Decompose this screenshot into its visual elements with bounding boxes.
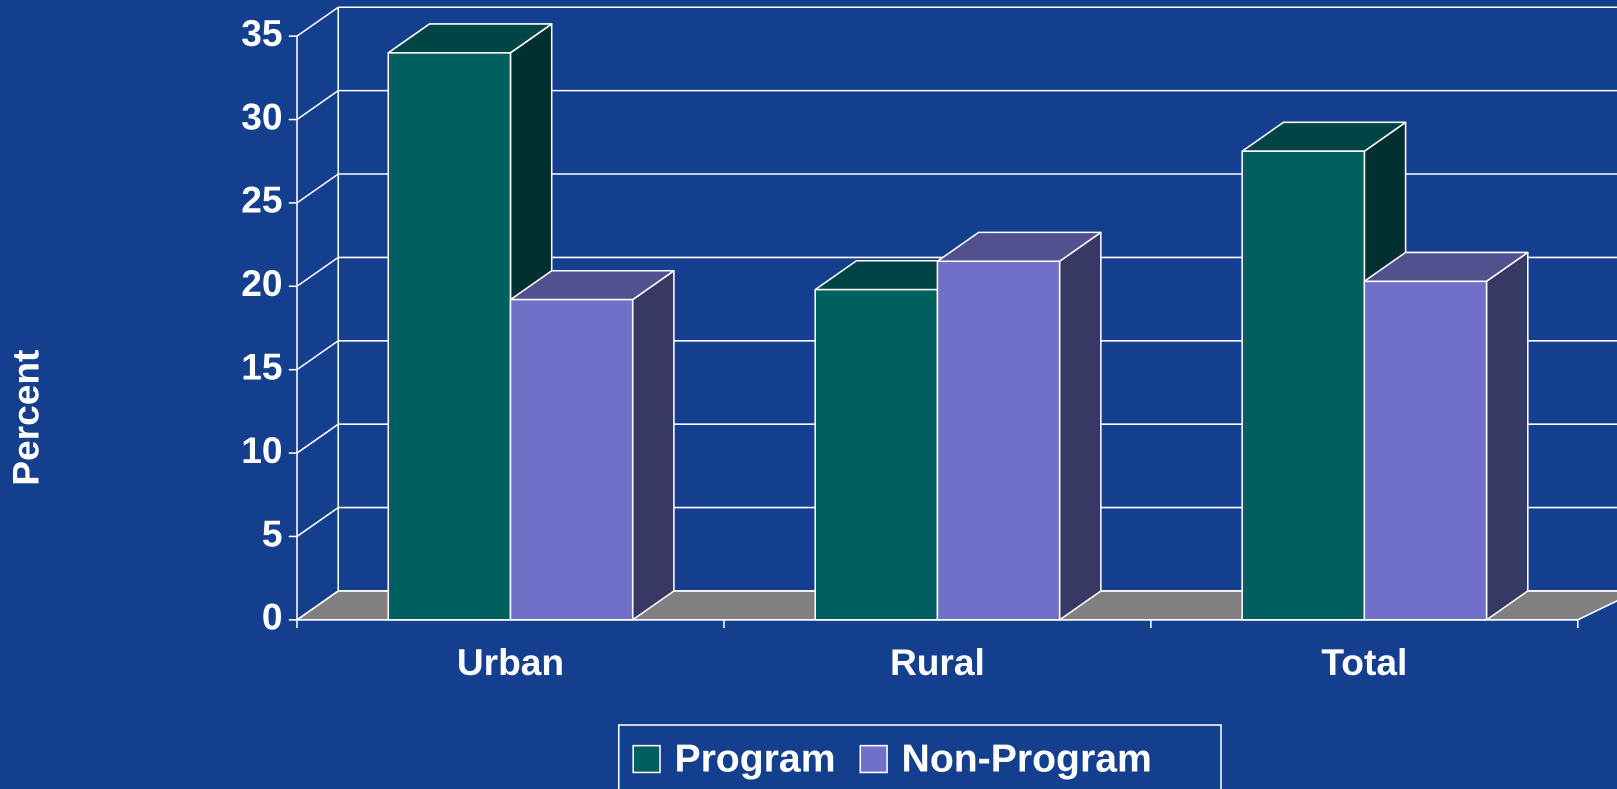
bar <box>509 269 675 621</box>
grid-line <box>296 506 339 538</box>
bar-front <box>1363 280 1488 621</box>
grid-line <box>296 6 339 37</box>
legend-box <box>617 724 1222 789</box>
grid-line <box>296 256 339 287</box>
bar <box>936 231 1102 621</box>
legend-label: Program <box>674 737 835 780</box>
y-tick-label: 0 <box>262 596 283 638</box>
bar-side <box>1485 251 1529 621</box>
y-tick-label: 35 <box>241 12 282 54</box>
y-tick-label: 30 <box>241 95 282 137</box>
y-tick-label: 20 <box>241 262 282 304</box>
bar-side <box>1058 231 1102 621</box>
bar-front <box>509 298 634 621</box>
grid-line <box>296 590 339 621</box>
bar-front <box>1241 150 1366 621</box>
y-tick-label: 10 <box>241 429 282 471</box>
legend-swatch <box>859 744 888 774</box>
y-axis-title: Percent <box>5 350 47 486</box>
grid-line <box>296 90 339 121</box>
x-tick-label: Total <box>1321 641 1407 683</box>
bar <box>1363 251 1529 621</box>
bar-front <box>936 260 1061 621</box>
grid-line <box>296 340 339 371</box>
bar-front <box>814 288 939 621</box>
y-tick-label: 15 <box>241 345 282 387</box>
grid-line <box>296 173 339 204</box>
legend: Program Non-Program <box>617 724 1222 789</box>
x-tick-label: Rural <box>890 641 985 683</box>
bar-side <box>631 269 675 621</box>
grid-line <box>296 423 339 454</box>
legend-swatch <box>632 744 661 774</box>
y-tick-label: 25 <box>241 179 282 221</box>
legend-label: Non-Program <box>902 737 1152 780</box>
x-tick-label: Urban <box>457 641 564 683</box>
bar-front <box>387 52 512 621</box>
y-tick-label: 5 <box>262 512 283 554</box>
